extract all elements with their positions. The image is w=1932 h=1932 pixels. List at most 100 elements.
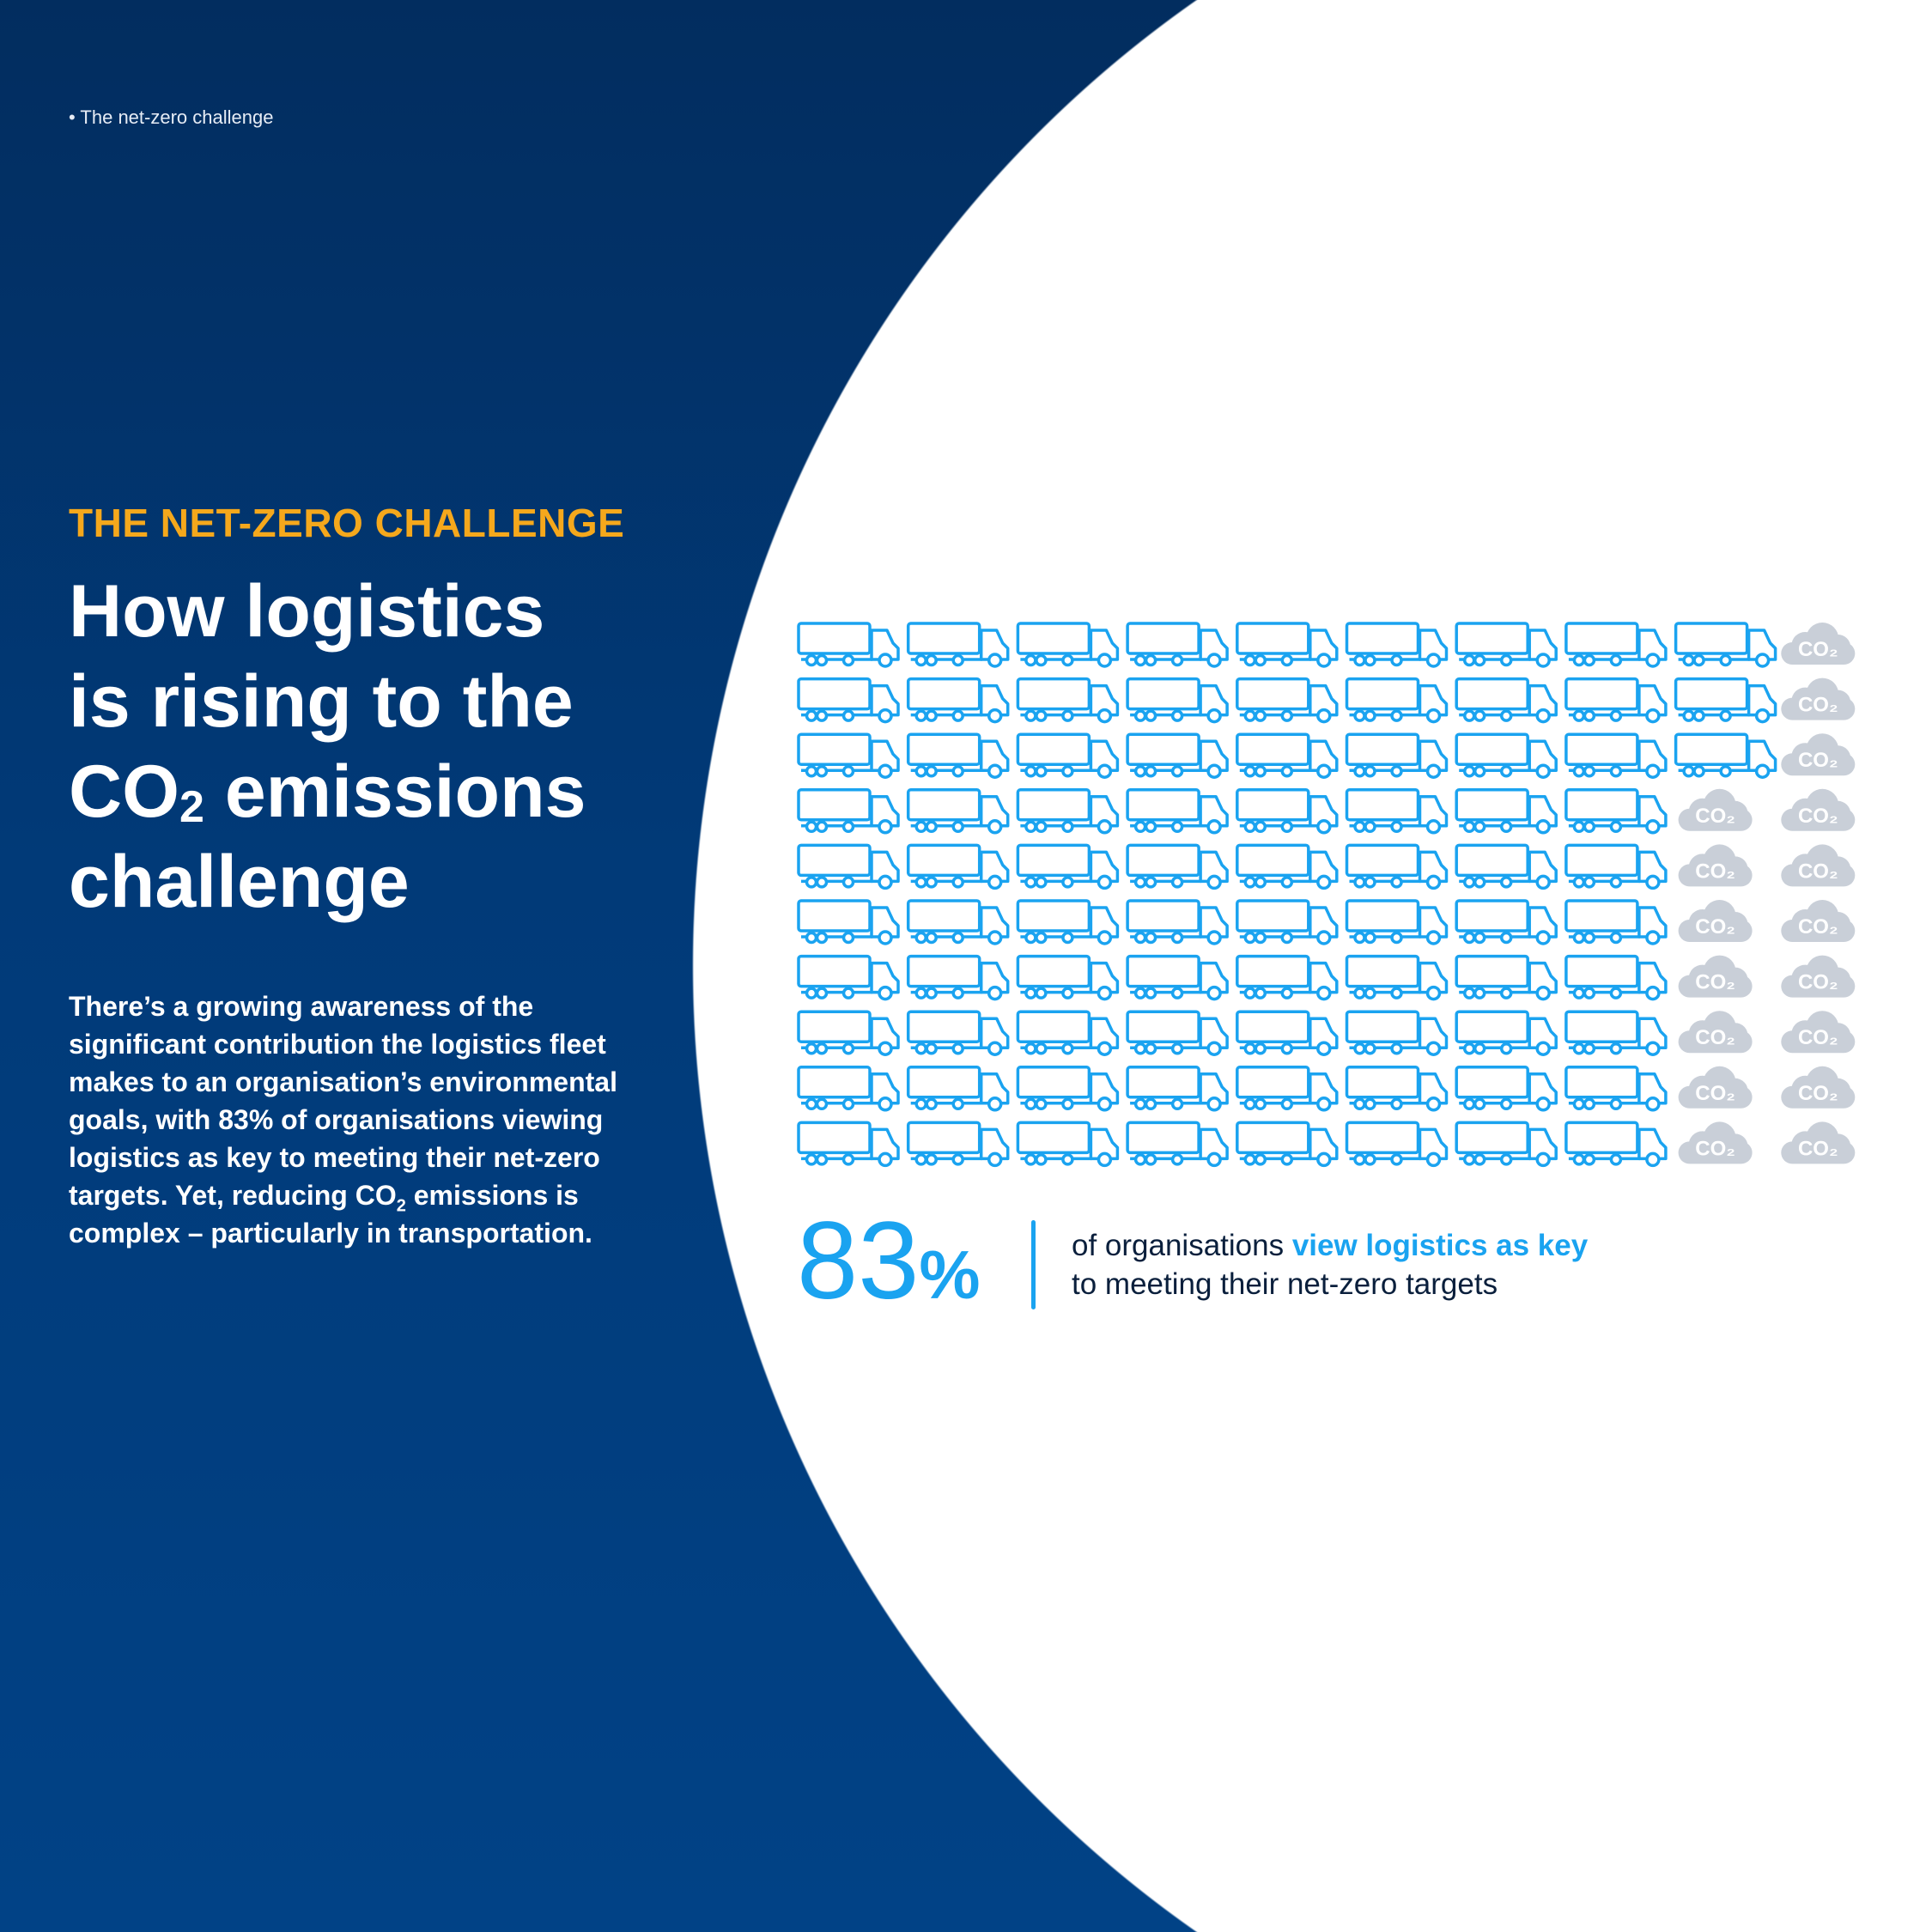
- truck-icon: [1455, 954, 1558, 1001]
- svg-text:CO₂: CO₂: [1798, 1082, 1838, 1105]
- truck-icon: [906, 843, 1010, 890]
- truck-icon: [1345, 899, 1449, 945]
- truck-icon: [1126, 732, 1229, 779]
- truck-icon: [1126, 677, 1229, 724]
- truck-icon: [1016, 622, 1120, 668]
- breadcrumb: • The net-zero challenge: [69, 106, 274, 128]
- section-eyebrow: THE NET-ZERO CHALLENGE: [69, 501, 625, 545]
- svg-text:CO₂: CO₂: [1798, 749, 1838, 772]
- truck-icon: [1016, 1121, 1120, 1168]
- truck-icon: [1345, 677, 1449, 724]
- co2-cloud-icon: CO₂: [1678, 955, 1753, 998]
- svg-text:CO₂: CO₂: [1695, 1137, 1735, 1160]
- truck-icon: [1564, 677, 1668, 724]
- truck-icon: [1236, 732, 1339, 779]
- truck-icon: [906, 1010, 1010, 1056]
- co2-cloud-icon: CO₂: [1781, 733, 1856, 776]
- co2-cloud-icon: CO₂: [1781, 955, 1856, 998]
- co2-cloud-icon: CO₂: [1781, 1066, 1856, 1109]
- truck-icon: [1236, 622, 1339, 668]
- svg-text:CO₂: CO₂: [1798, 915, 1838, 939]
- co2-cloud-icon: CO₂: [1678, 844, 1753, 887]
- svg-text:CO₂: CO₂: [1695, 915, 1735, 939]
- truck-icon: [1455, 732, 1558, 779]
- truck-icon: [1016, 1066, 1120, 1112]
- truck-icon: [1236, 843, 1339, 890]
- truck-icon: [906, 899, 1010, 945]
- truck-cloud-infographic: CO₂ CO₂ CO₂ CO₂ CO₂ CO₂ CO₂ CO₂ CO₂ CO₂ …: [797, 622, 1856, 1168]
- truck-icon: [1564, 732, 1668, 779]
- co2-cloud-icon: CO₂: [1678, 1011, 1753, 1054]
- truck-icon: [1345, 954, 1449, 1001]
- truck-icon: [797, 1121, 900, 1168]
- svg-text:CO₂: CO₂: [1798, 694, 1838, 717]
- truck-icon: [1564, 1121, 1668, 1168]
- co2-cloud-icon: CO₂: [1781, 900, 1856, 942]
- truck-icon: [797, 732, 900, 779]
- truck-icon: [906, 677, 1010, 724]
- truck-icon: [1236, 899, 1339, 945]
- truck-icon: [1674, 732, 1777, 779]
- truck-icon: [1236, 1121, 1339, 1168]
- page-title: How logistics is rising to the CO2 emissio…: [69, 570, 586, 923]
- svg-text:CO₂: CO₂: [1798, 971, 1838, 994]
- truck-icon: [906, 622, 1010, 668]
- truck-icon: [1016, 788, 1120, 835]
- co2-cloud-icon: CO₂: [1781, 1121, 1856, 1164]
- truck-icon: [797, 954, 900, 1001]
- truck-icon: [1345, 843, 1449, 890]
- truck-icon: [797, 1066, 900, 1112]
- truck-icon: [906, 732, 1010, 779]
- truck-icon: [1455, 788, 1558, 835]
- truck-icon: [1016, 899, 1120, 945]
- truck-icon: [1564, 843, 1668, 890]
- truck-icon: [797, 788, 900, 835]
- truck-icon: [1126, 954, 1229, 1001]
- svg-text:CO₂: CO₂: [1695, 971, 1735, 994]
- truck-icon: [1455, 677, 1558, 724]
- stat-value: 83%: [797, 1200, 981, 1322]
- co2-cloud-icon: CO₂: [1678, 1066, 1753, 1109]
- truck-icon: [1455, 899, 1558, 945]
- co2-cloud-icon: CO₂: [1781, 677, 1856, 720]
- truck-icon: [906, 954, 1010, 1001]
- co2-cloud-icon: CO₂: [1781, 1011, 1856, 1054]
- svg-text:CO₂: CO₂: [1695, 1026, 1735, 1049]
- truck-icon: [1564, 622, 1668, 668]
- svg-text:CO₂: CO₂: [1695, 805, 1735, 828]
- truck-icon: [1455, 843, 1558, 890]
- co2-cloud-icon: CO₂: [1781, 788, 1856, 831]
- truck-icon: [1345, 622, 1449, 668]
- truck-icon: [1126, 1066, 1229, 1112]
- truck-icon: [1236, 1010, 1339, 1056]
- truck-icon: [1126, 1121, 1229, 1168]
- truck-icon: [797, 677, 900, 724]
- truck-icon: [1016, 1010, 1120, 1056]
- svg-text:CO₂: CO₂: [1798, 1137, 1838, 1160]
- body-paragraph: There’s a growing awareness of the signi…: [69, 991, 617, 1249]
- truck-icon: [1126, 843, 1229, 890]
- co2-cloud-icon: CO₂: [1781, 623, 1856, 665]
- co2-cloud-icon: CO₂: [1678, 900, 1753, 942]
- truck-icon: [1236, 677, 1339, 724]
- truck-icon: [1674, 677, 1777, 724]
- truck-icon: [1455, 1066, 1558, 1112]
- svg-text:CO₂: CO₂: [1695, 860, 1735, 883]
- truck-icon: [1126, 788, 1229, 835]
- truck-icon: [1345, 1010, 1449, 1056]
- co2-cloud-icon: CO₂: [1678, 1121, 1753, 1164]
- truck-icon: [1455, 1121, 1558, 1168]
- truck-icon: [1126, 622, 1229, 668]
- truck-icon: [1236, 1066, 1339, 1112]
- svg-text:CO₂: CO₂: [1798, 1026, 1838, 1049]
- svg-text:CO₂: CO₂: [1798, 638, 1838, 661]
- truck-icon: [1564, 1010, 1668, 1056]
- truck-icon: [797, 1010, 900, 1056]
- stat-description: of organisations view logistics as key to…: [1072, 1229, 1589, 1301]
- svg-text:CO₂: CO₂: [1798, 860, 1838, 883]
- truck-icon: [1016, 732, 1120, 779]
- truck-icon: [1126, 1010, 1229, 1056]
- svg-text:CO₂: CO₂: [1695, 1082, 1735, 1105]
- svg-text:CO₂: CO₂: [1798, 805, 1838, 828]
- truck-icon: [1564, 788, 1668, 835]
